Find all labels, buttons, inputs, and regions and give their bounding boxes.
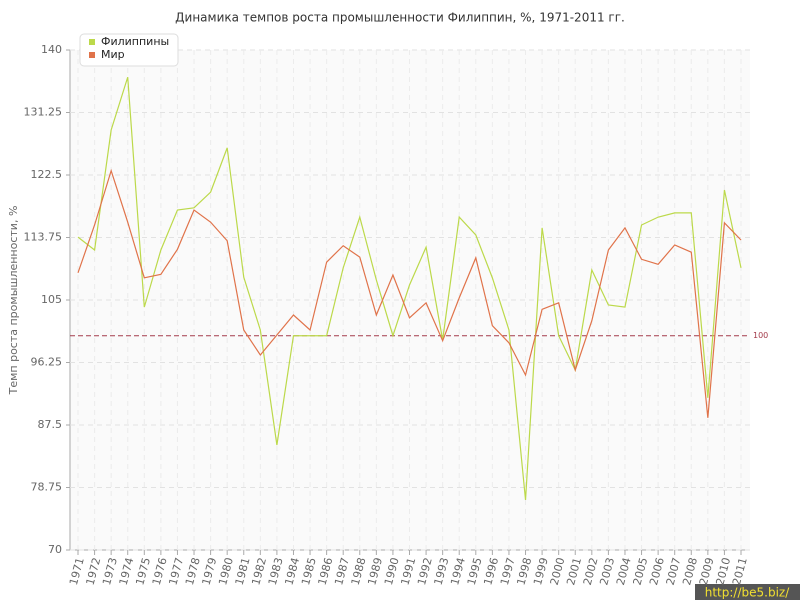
y-tick-label: 87.5 (38, 418, 63, 431)
y-tick-label: 122.5 (31, 168, 63, 181)
y-tick-label: 105 (41, 293, 62, 306)
y-axis-label: Темп роста промышленности, % (7, 206, 20, 396)
y-tick-label: 113.75 (24, 231, 63, 244)
legend-label: Филиппины (101, 35, 169, 48)
x-tick-label: 2011 (730, 556, 750, 586)
y-tick-label: 131.25 (24, 106, 63, 119)
watermark-bg (695, 584, 800, 600)
legend-swatch (89, 52, 95, 58)
reference-label: 100 (753, 331, 768, 340)
series-line (77, 76, 742, 501)
series-line (77, 168, 742, 418)
y-tick-label: 78.75 (31, 481, 63, 494)
legend-swatch (89, 39, 95, 45)
chart-title: Динамика темпов роста промышленности Фил… (175, 11, 625, 25)
y-tick-label: 140 (41, 43, 62, 56)
legend-label: Мир (101, 48, 125, 61)
watermark: http://be5.biz/ (705, 586, 790, 600)
y-tick-label: 70 (48, 543, 62, 556)
y-tick-label: 96.25 (31, 356, 63, 369)
legend-box (79, 33, 179, 67)
